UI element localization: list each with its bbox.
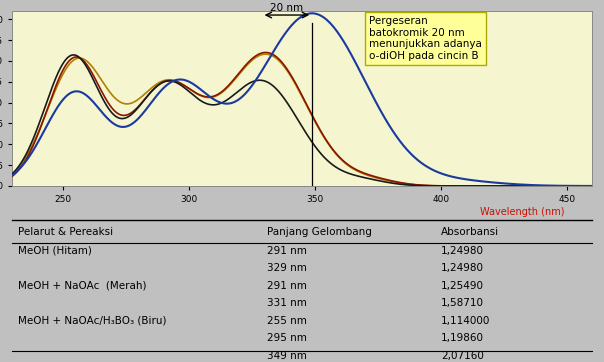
Text: 1,24980: 1,24980 [441,263,484,273]
Text: 291 nm: 291 nm [267,281,307,291]
Text: 349 nm: 349 nm [267,351,307,361]
Text: MeOH + NaOAc  (Merah): MeOH + NaOAc (Merah) [18,281,146,291]
Text: 2,07160: 2,07160 [441,351,484,361]
Text: 295 nm: 295 nm [267,333,307,343]
Text: MeOH (Hitam): MeOH (Hitam) [18,246,92,256]
Text: 20 nm: 20 nm [271,3,303,13]
Text: Absorbansi: Absorbansi [441,227,500,237]
Text: Panjang Gelombang: Panjang Gelombang [267,227,372,237]
Text: MeOH + NaOAc/H₃BO₃ (Biru): MeOH + NaOAc/H₃BO₃ (Biru) [18,316,166,326]
Text: 1,114000: 1,114000 [441,316,490,326]
Text: Pergeseran
batokromik 20 nm
menunjukkan adanya
o-diOH pada cincin B: Pergeseran batokromik 20 nm menunjukkan … [368,16,481,61]
Text: 255 nm: 255 nm [267,316,307,326]
X-axis label: Wavelength (nm): Wavelength (nm) [480,207,565,217]
Text: 329 nm: 329 nm [267,263,307,273]
Text: 1,58710: 1,58710 [441,298,484,308]
Text: 1,25490: 1,25490 [441,281,484,291]
Text: 1,24980: 1,24980 [441,246,484,256]
Text: 291 nm: 291 nm [267,246,307,256]
Text: 1,19860: 1,19860 [441,333,484,343]
Text: 331 nm: 331 nm [267,298,307,308]
Text: Pelarut & Pereaksi: Pelarut & Pereaksi [18,227,113,237]
